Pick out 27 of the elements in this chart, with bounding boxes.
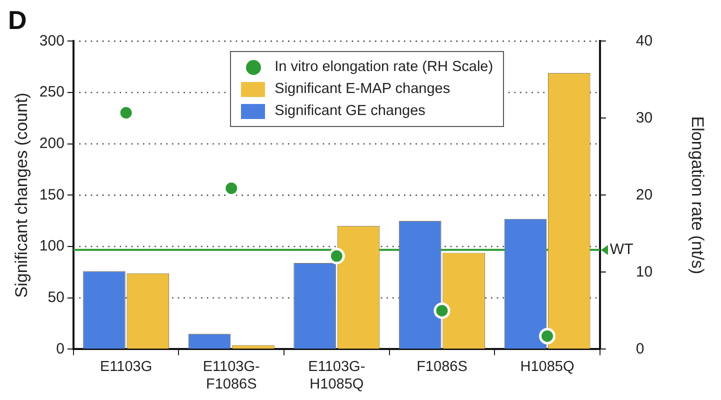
y2-tick-label: 40 — [636, 32, 653, 50]
point — [434, 302, 450, 319]
x-tick-label: E1103G — [100, 358, 152, 375]
y-tick-label: 50 — [48, 289, 64, 306]
x-tick-label: E1103G-F1086S — [202, 358, 260, 392]
ref-line-label: WT — [610, 241, 634, 258]
y2-tick-label: 0 — [636, 340, 644, 358]
x-tick-label: H1085Q — [520, 358, 574, 375]
y-tick-label: 200 — [39, 135, 64, 152]
y2-axis-title: Elongation rate (nt/s) — [688, 116, 708, 274]
y2-tick-label: 30 — [636, 109, 653, 126]
x-tick-label: E1103G-H1085Q — [308, 358, 366, 392]
y-tick-label: 300 — [39, 32, 64, 50]
y-tick-label: 100 — [39, 238, 64, 255]
y2-tick-label: 20 — [636, 186, 653, 204]
y-tick-label: 150 — [39, 186, 64, 204]
x-tick-label: F1086S — [416, 358, 468, 375]
y-tick-label: 0 — [56, 340, 64, 358]
y2-tick-label: 10 — [636, 263, 653, 280]
point — [328, 248, 345, 264]
legend-label: Significant GE changes — [274, 103, 426, 120]
legend-label: In vitro elongation rate (RH Scale) — [274, 59, 494, 76]
y-axis-title: Significant changes (count) — [12, 92, 31, 298]
y-tick-label: 250 — [39, 84, 64, 101]
chart-title: D — [8, 4, 27, 35]
point — [539, 328, 556, 344]
legend-label: Significant E-MAP changes — [274, 81, 450, 98]
